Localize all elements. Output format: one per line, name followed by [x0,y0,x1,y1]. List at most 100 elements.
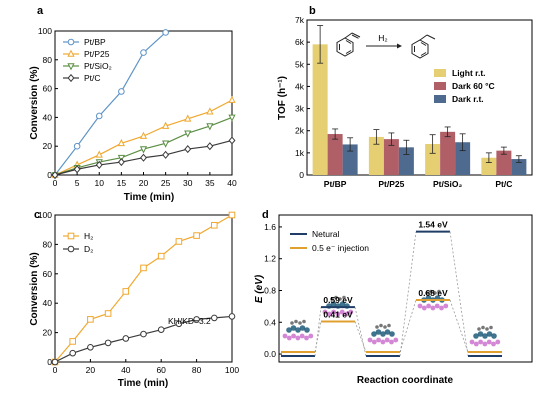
support-atom [331,309,336,315]
data-point [69,349,76,357]
y-tick-label: 0 [47,170,52,180]
support-atom [430,305,436,311]
support-atom [282,333,288,339]
support-atom [491,341,496,347]
y-tick-label: 7k [295,15,305,25]
intermediate-structure [367,323,399,345]
data-point [117,157,125,167]
y-tick-label: 0 [47,357,52,367]
data-point [157,252,165,260]
y-tick-label: 0 [299,170,304,180]
connector [314,307,322,357]
support-atom [299,333,305,339]
data-point [122,335,130,342]
x-tick-label: 20 [86,365,96,375]
data-point [95,160,103,169]
panel-d-y-ticks: 0.0 0.4 0.8 1.2 1.6 [264,222,282,359]
panel-a-line-chart: a 0 20 40 60 80 100 0 5 10 15 20 25 30 35 40 Time (mi… [29,5,237,203]
support-atom [304,335,309,341]
data-point [95,112,103,120]
adsorbate-atom [330,297,334,301]
support-atom [371,339,377,345]
panel-b-y-ticks: 0 1k 2k 3k 4k 5k 6k 7k [295,15,310,180]
adsorbate-atom [383,325,387,329]
legend-entry: Pt/C [84,73,101,83]
legend-swatch [434,82,446,90]
metal-atom [389,331,395,337]
panel-c-x-ticks: 0 20 40 60 80 100 [53,359,239,375]
adsorbate-atom [387,323,391,328]
bar [511,159,527,175]
metal-atom [375,329,382,335]
panel-c-kinetic-isotope-annotation: KH/KD=3.2 [168,316,211,326]
panel-d-structure-renderings [282,289,501,347]
data-point [162,140,170,148]
data-point [51,170,59,180]
data-point [162,121,170,129]
support-atom [344,311,349,317]
metal-atom [384,329,391,335]
panel-c-frame [54,214,233,363]
y-tick-label: 100 [38,210,52,220]
metal-atom [330,301,337,307]
adsorbate-atom [425,291,429,295]
adsorbate-atom [437,289,441,294]
data-point [206,123,214,131]
legend-marker [67,38,75,46]
y-tick-label: 0.0 [264,349,276,359]
y-tick-label: 0.8 [264,285,276,295]
legend-entry: 0.5 e⁻ injection [312,243,369,253]
metal-atom [477,331,484,337]
support-atom [478,339,483,345]
adsorbate-atom [294,319,298,324]
data-point [228,211,236,219]
metal-atom [339,301,346,307]
panel-b-frame [306,19,533,176]
legend-entry: Netural [312,229,340,239]
metal-atom [486,331,493,337]
legend-entry: Dark r.t. [452,94,484,104]
data-point [139,131,148,139]
x-tick-label: 35 [205,178,215,188]
panel-d-frame [278,214,533,363]
category-label: Pt/BP [324,179,347,189]
legend-marker [67,63,75,71]
data-point [122,288,130,295]
data-point [162,150,170,159]
metal-atom [304,327,310,333]
y-tick-label: 1k [295,148,305,158]
legend-entry: D₂ [84,244,93,254]
bar [383,139,399,175]
support-atom [376,337,381,343]
legend-entry: Dark 60 °C [452,81,495,91]
y-tick-label: 80 [43,55,53,65]
metal-atom [473,333,479,339]
data-point [95,150,103,158]
y-tick-label: 80 [43,239,53,249]
data-point [193,232,200,239]
data-point [87,344,94,351]
support-atom [495,339,501,345]
panel-c-line-chart: c 0 20 40 60 80 100 0 20 40 60 80 100 Time (min) C… [29,209,239,389]
barrier-label: 0.41 eV [323,309,353,319]
x-tick-label: 25 [161,178,171,188]
connector [399,231,417,357]
data-point [193,316,200,323]
support-atom [443,303,449,309]
support-atom [417,303,423,309]
adsorbate-atom [334,295,338,300]
metal-atom [482,333,488,339]
legend-marker [67,73,75,83]
adsorbate-atom [342,295,346,300]
data-point [139,146,148,154]
legend-marker [67,49,75,57]
support-atom [335,311,341,317]
data-point [73,142,81,150]
panel-a-legend: Pt/BP Pt/P25 Pt/SiO₂ Pt/C [63,37,112,83]
data-point [51,358,59,366]
y-tick-label: 20 [43,328,53,338]
adsorbate-atom [429,289,433,294]
connector [354,321,367,353]
x-tick-label: 10 [95,178,105,188]
barrier-label: 0.68 eV [418,288,448,298]
